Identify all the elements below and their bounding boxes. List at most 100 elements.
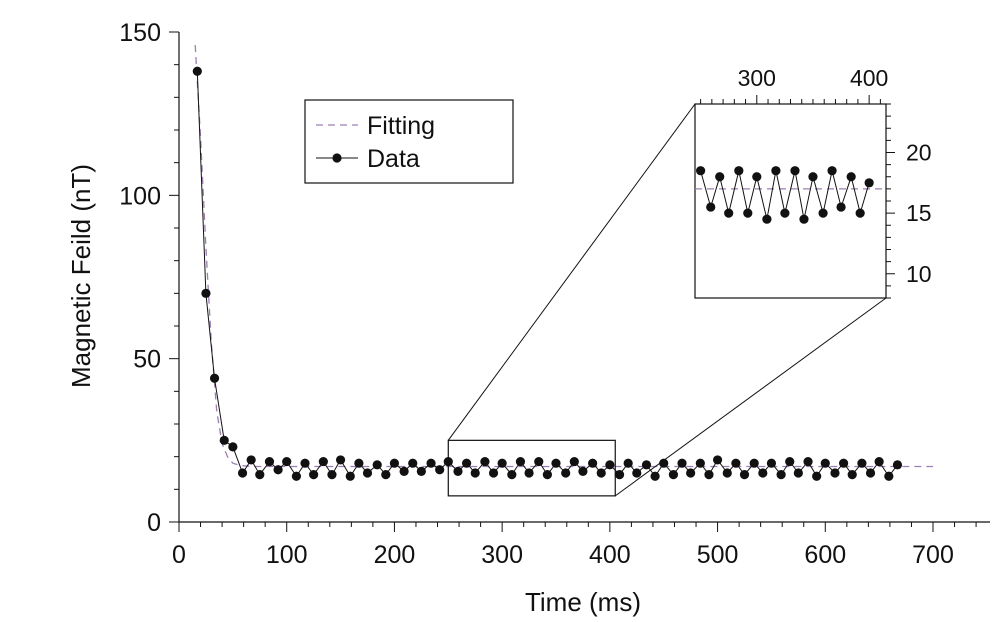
data-point xyxy=(201,288,211,298)
data-point xyxy=(453,466,463,476)
data-point xyxy=(354,458,364,468)
data-point xyxy=(237,468,248,478)
connector-line-bottom xyxy=(614,297,887,497)
x-axis-label: Time (ms) xyxy=(525,587,641,617)
data-point xyxy=(399,466,409,476)
data-point xyxy=(372,460,382,470)
y-tick-label: 50 xyxy=(133,346,161,374)
data-point xyxy=(408,458,418,468)
data-point xyxy=(659,458,669,468)
data-point xyxy=(524,468,534,478)
data-point xyxy=(704,470,714,480)
inset-data-point xyxy=(762,214,772,224)
inset-y-tick-label: 20 xyxy=(906,140,932,166)
y-axis-label: Magnetic Feild (nT) xyxy=(66,164,96,388)
legend-data-label: Data xyxy=(367,145,420,173)
data-point xyxy=(345,471,355,481)
inset-data-point xyxy=(855,208,865,218)
data-point xyxy=(892,460,903,470)
connector-line-top xyxy=(447,103,696,441)
inset-x-tick-label: 300 xyxy=(738,65,776,91)
data-point xyxy=(569,456,579,467)
y-tick-label: 150 xyxy=(119,19,161,47)
data-point xyxy=(793,468,803,478)
data-point xyxy=(605,460,615,470)
main-plot-area xyxy=(192,45,933,497)
data-point xyxy=(766,458,777,468)
inset-data-point xyxy=(827,166,837,176)
data-point xyxy=(273,465,283,475)
inset-data-point xyxy=(734,166,744,176)
data-point xyxy=(416,466,426,476)
inset-data-point xyxy=(696,166,706,176)
data-point xyxy=(623,458,633,468)
inset-data-point xyxy=(846,172,856,182)
data-point xyxy=(686,468,696,478)
legend-box xyxy=(304,99,514,184)
data-point xyxy=(551,458,561,468)
inset-x-tick-label: 400 xyxy=(850,65,888,91)
data-point xyxy=(335,455,346,465)
inset-data-point xyxy=(715,172,725,182)
inset-data-point xyxy=(752,172,762,182)
data-point xyxy=(677,458,687,468)
inset-frame xyxy=(694,103,887,299)
data-point xyxy=(614,470,625,480)
inset-data-point xyxy=(818,208,828,218)
data-point xyxy=(228,442,238,452)
main-axes: 0 50 100 150 0 100 200 300 400 500 600 700 xyxy=(119,19,990,569)
inset-data-point xyxy=(743,208,753,218)
x-tick-label: 400 xyxy=(589,541,631,569)
data-point xyxy=(209,373,220,383)
inset-data-point xyxy=(799,214,809,224)
data-point xyxy=(712,455,723,465)
data-point xyxy=(362,468,373,478)
inset-y-tick-label: 15 xyxy=(906,200,932,226)
y-tick-label: 0 xyxy=(147,509,161,537)
data-point xyxy=(381,470,391,480)
data-point xyxy=(812,471,822,481)
data-point xyxy=(776,470,786,480)
data-point xyxy=(327,470,337,480)
x-tick-label: 600 xyxy=(804,541,846,569)
data-point xyxy=(488,468,499,478)
x-tick-label: 0 xyxy=(172,541,186,569)
data-point xyxy=(830,468,840,478)
data-point xyxy=(820,458,830,468)
legend-data-swatch-marker xyxy=(332,153,342,163)
x-tick-label: 300 xyxy=(481,541,523,569)
data-point xyxy=(291,471,302,481)
data-point xyxy=(461,458,472,468)
data-point xyxy=(632,468,642,478)
data-point xyxy=(219,435,229,445)
data-point xyxy=(507,470,517,480)
data-point xyxy=(650,471,660,481)
data-point xyxy=(838,458,849,468)
x-tick-label: 200 xyxy=(374,541,416,569)
data-point xyxy=(561,468,571,478)
data-point xyxy=(300,458,310,468)
data-point xyxy=(749,458,759,468)
x-tick-label: 500 xyxy=(697,541,739,569)
data-point xyxy=(739,470,750,480)
y-tick-label: 100 xyxy=(119,182,161,210)
data-point xyxy=(318,456,328,467)
inset-data-point xyxy=(864,178,874,188)
inset-data-point xyxy=(706,202,716,212)
data-point xyxy=(722,468,732,478)
data-point xyxy=(534,456,544,467)
data-point xyxy=(264,456,275,467)
data-point xyxy=(470,468,480,478)
data-point xyxy=(497,458,507,468)
data-point xyxy=(435,465,445,475)
data-point xyxy=(731,458,741,468)
inset-data-point xyxy=(771,166,781,176)
data-point xyxy=(847,470,857,480)
inset-data-point xyxy=(836,202,846,212)
data-point xyxy=(865,468,876,478)
inset-data-point xyxy=(790,166,800,176)
data-point xyxy=(668,470,679,480)
legend: Fitting Data xyxy=(304,99,514,184)
data-point xyxy=(480,456,490,467)
